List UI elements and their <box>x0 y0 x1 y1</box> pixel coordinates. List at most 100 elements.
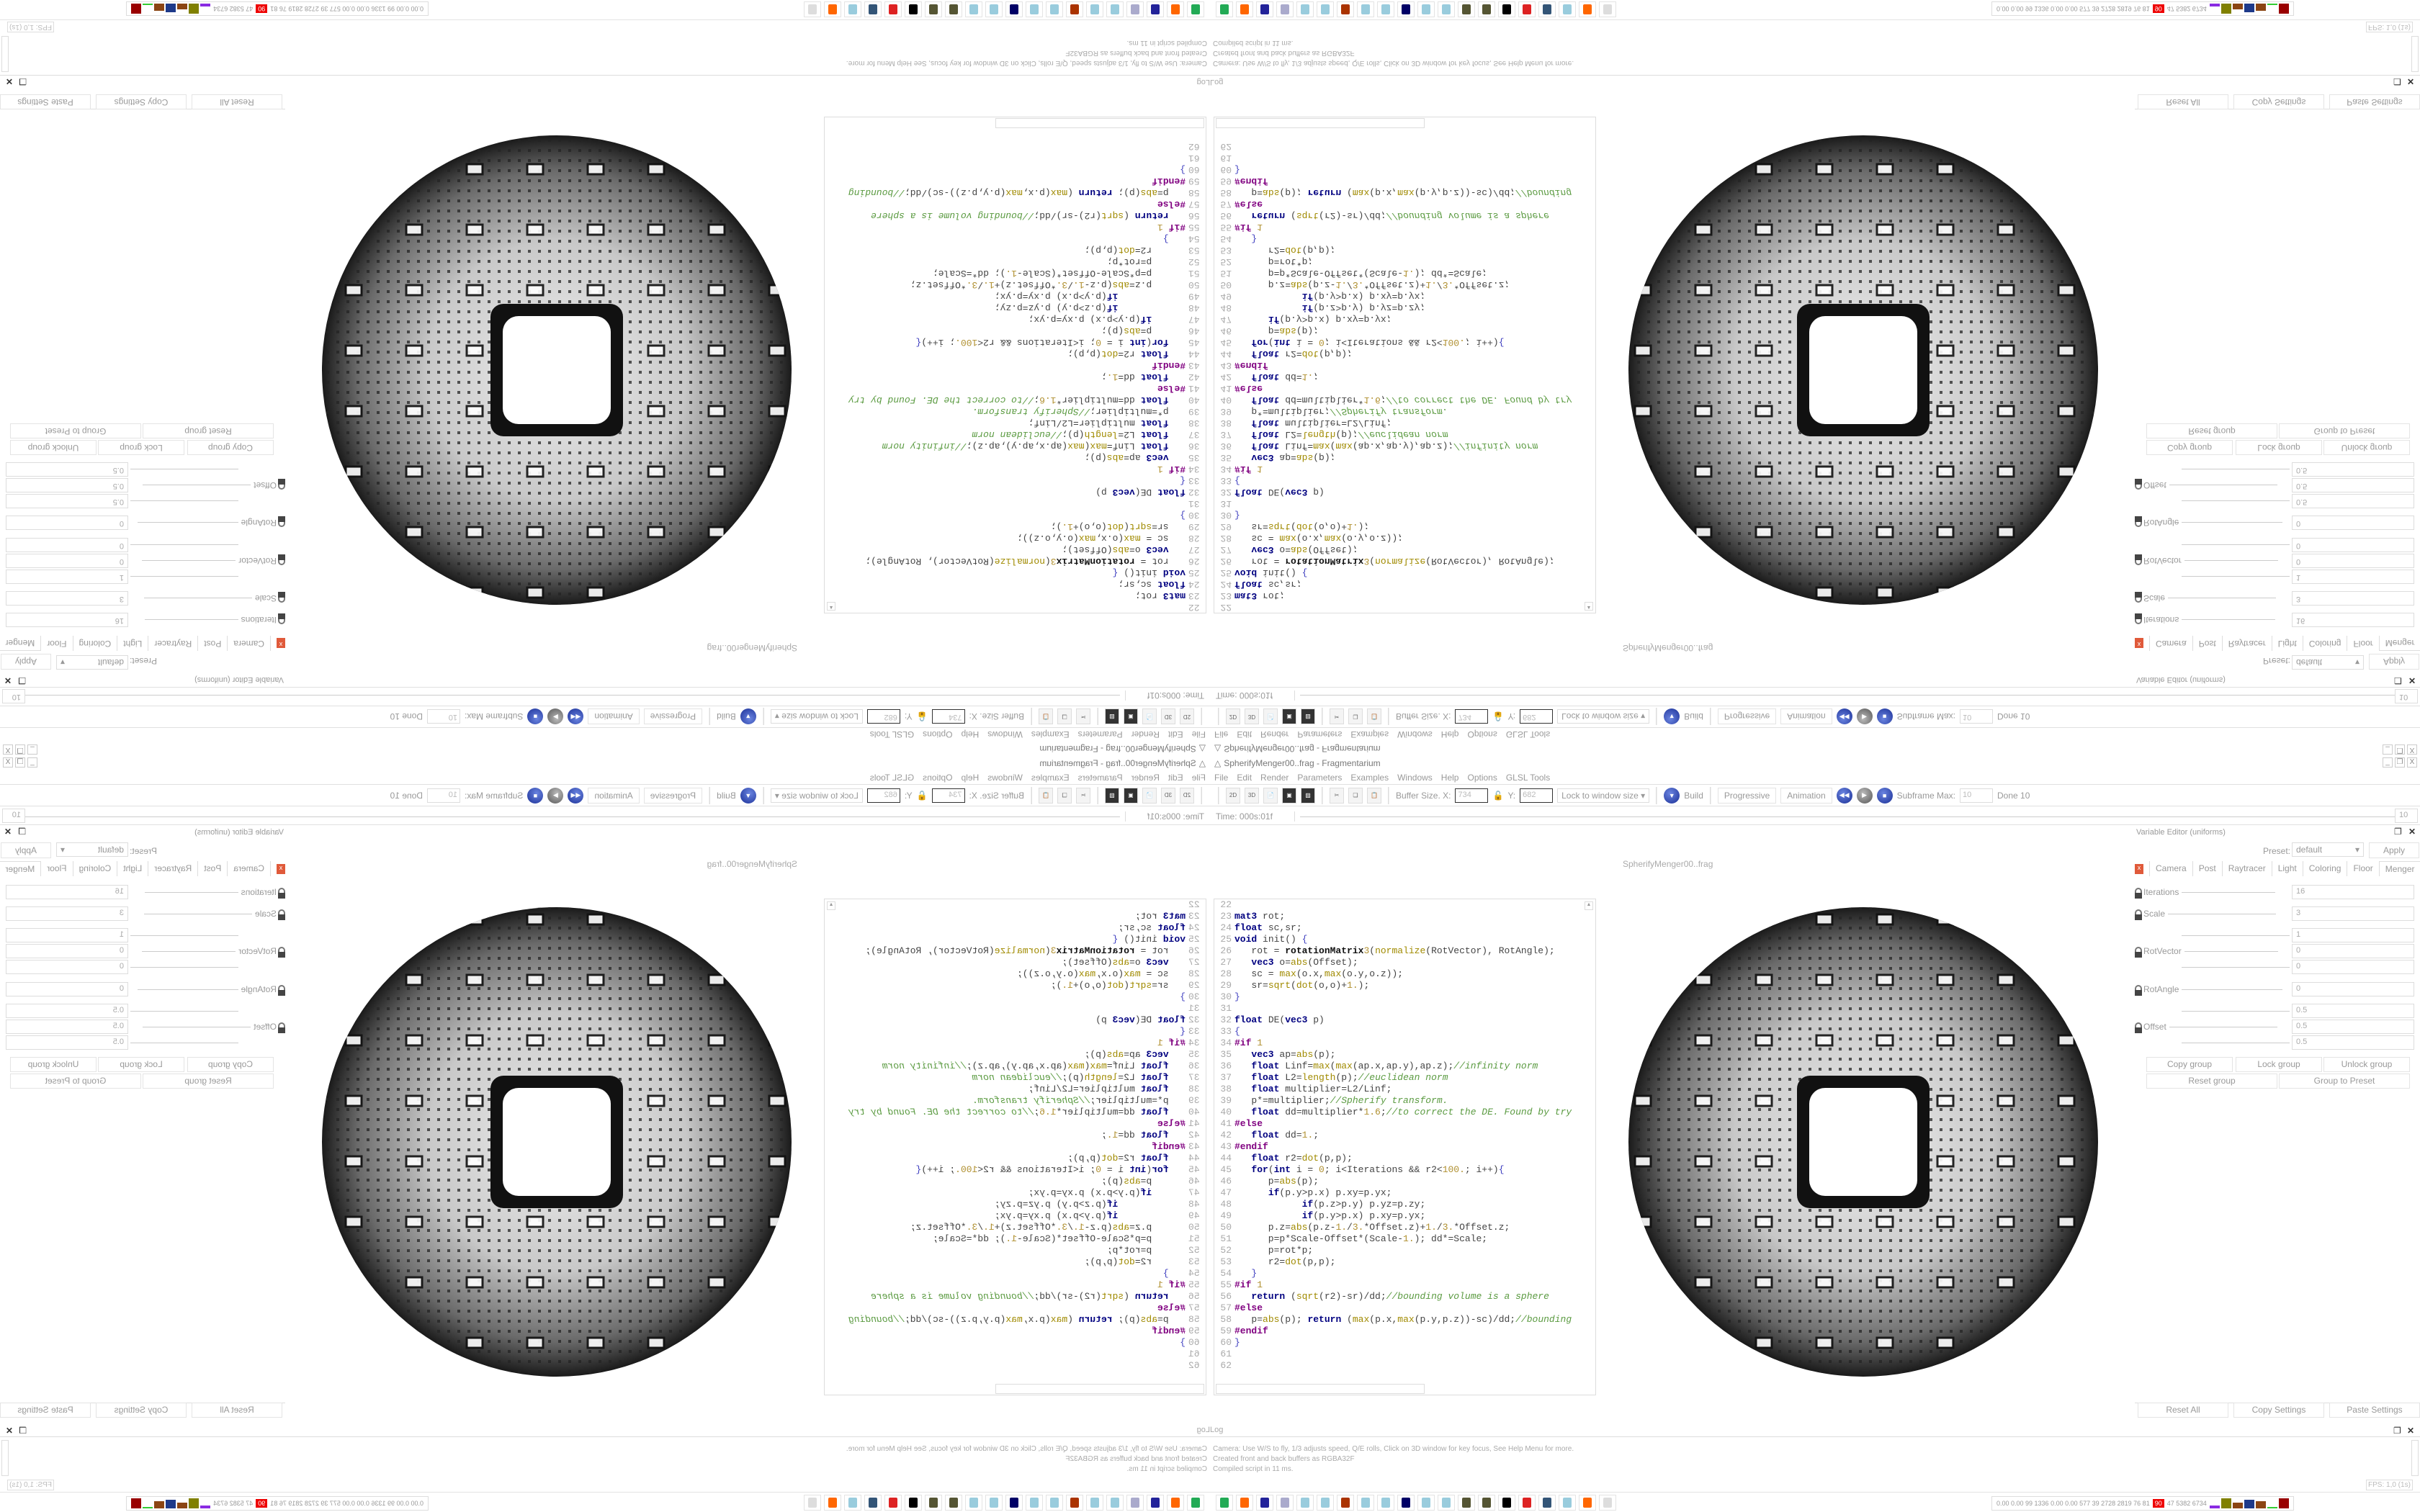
firefox-icon[interactable] <box>1579 1494 1596 1511</box>
notepad-icon[interactable] <box>1106 1494 1124 1511</box>
tab-light[interactable]: Light <box>2271 636 2303 651</box>
param-slider[interactable] <box>2182 544 2290 546</box>
lock-icon[interactable] <box>278 616 285 624</box>
code-line[interactable]: 51 p=p*Scale-Offset*(Scale-1.); dd*=Scal… <box>825 1233 1206 1245</box>
dock-float-icon[interactable]: ❐ <box>2394 827 2402 837</box>
code-line[interactable]: 62 <box>1214 140 1595 152</box>
fragmentarium-icon[interactable] <box>804 1494 821 1511</box>
code-line[interactable]: 34#if 1 <box>1214 1038 1595 1049</box>
rewind-button[interactable]: ◀◀ <box>1836 787 1852 804</box>
clear-icon[interactable]: x <box>277 638 285 648</box>
save-as-icon[interactable]: ▨ <box>1105 787 1119 804</box>
code-line[interactable]: 54 } <box>825 1268 1206 1279</box>
bw-icon[interactable] <box>905 1 922 18</box>
time-slider[interactable] <box>25 695 1120 696</box>
stop-button[interactable]: ■ <box>1876 708 1893 725</box>
dock-float-icon[interactable]: ❐ <box>18 675 26 685</box>
notepad-icon[interactable] <box>1086 1494 1103 1511</box>
horizontal-scrollbar[interactable] <box>995 1384 1204 1394</box>
close-button[interactable]: X <box>3 744 13 755</box>
code-line[interactable]: 22 <box>825 601 1206 613</box>
code-line[interactable]: 56 return (sqrt(r2)-sr)/dd;//bounding vo… <box>825 1291 1206 1302</box>
notepad-icon[interactable] <box>985 1494 1003 1511</box>
menu-parameters[interactable]: Parameters <box>1077 772 1123 783</box>
save-icon[interactable]: ▣ <box>1282 787 1296 804</box>
buffer-x-input[interactable]: 734 <box>1455 709 1489 724</box>
frame-spinbox[interactable]: 10 <box>2395 689 2418 703</box>
cut-icon[interactable]: ✂ <box>1330 787 1344 804</box>
menu-parameters[interactable]: Parameters <box>1297 729 1343 740</box>
buffer-x-input[interactable]: 734 <box>1455 788 1489 803</box>
code-line[interactable]: 41#else <box>825 382 1206 394</box>
code-line[interactable]: 43#endif <box>825 1141 1206 1153</box>
clear-icon[interactable]: x <box>2135 638 2143 648</box>
code-line[interactable]: 50 p.z=abs(p.z-1./3.*Offset.z)+1./3.*Off… <box>1214 1222 1595 1233</box>
tab-raytracer[interactable]: Raytracer <box>148 636 199 651</box>
code-line[interactable]: 33{ <box>825 1026 1206 1038</box>
copy-settings-button[interactable]: Copy Settings <box>96 1403 187 1418</box>
clear-icon[interactable]: x <box>2135 864 2143 874</box>
close-button[interactable]: X <box>3 757 13 768</box>
param-value-input[interactable]: 1 <box>2292 928 2414 942</box>
param-value-input[interactable]: 0 <box>6 516 128 530</box>
menu-examples[interactable]: Examples <box>1031 729 1070 740</box>
menu-windows[interactable]: Windows <box>987 729 1023 740</box>
param-value-input[interactable]: 1 <box>6 570 128 584</box>
build-icon[interactable]: ▼ <box>740 787 756 804</box>
code-line[interactable]: 29 sr=sqrt(dot(o,o)+1.); <box>825 980 1206 991</box>
menu-file[interactable]: File <box>1191 729 1206 740</box>
notepad-icon[interactable] <box>1106 1 1124 18</box>
reset-group-button[interactable]: Reset group <box>143 423 274 438</box>
param-value-input[interactable]: 0 <box>2292 516 2414 530</box>
menu-examples[interactable]: Examples <box>1350 772 1389 783</box>
code-line[interactable]: 25void init() { <box>825 934 1206 945</box>
code-line[interactable]: 53 r2=dot(p,p); <box>825 1256 1206 1268</box>
code-line[interactable]: 53 r2=dot(p,p); <box>825 244 1206 256</box>
dock-close-icon[interactable]: ✕ <box>4 675 12 685</box>
disk64-icon[interactable] <box>1147 1494 1164 1511</box>
code-line[interactable]: 48 if(p.z>p.y) p.yz=p.zy; <box>1214 1199 1595 1210</box>
scroll-up-button[interactable]: ▲ <box>827 602 835 611</box>
copy-group-button[interactable]: Copy group <box>2146 440 2233 455</box>
param-slider[interactable] <box>2182 619 2276 621</box>
play-button[interactable]: ▶ <box>1856 708 1873 725</box>
minimize-button[interactable]: _ <box>2383 744 2393 755</box>
code-line[interactable]: 23mat3 rot; <box>825 590 1206 601</box>
save-icon[interactable]: ▣ <box>1282 708 1296 725</box>
lock-mode-dropdown[interactable]: Lock to window size ▾ <box>770 788 863 803</box>
code-line[interactable]: 33{ <box>1214 1026 1595 1038</box>
param-value-input[interactable]: 0.5 <box>2292 494 2414 508</box>
copy-group-button[interactable]: Copy group <box>187 440 274 455</box>
lock-icon[interactable] <box>278 1022 285 1031</box>
apply-button[interactable]: Apply <box>1 842 51 858</box>
tab-post[interactable]: Post <box>2192 636 2222 651</box>
tab-camera[interactable]: Camera <box>2149 861 2192 876</box>
code-line[interactable]: 37 float L2=length(p);//euclidean norm <box>825 428 1206 440</box>
2d-button[interactable]: 2D <box>1180 708 1194 725</box>
code-line[interactable]: 47 if(p.y>p.x) p.xy=p.yx; <box>1214 313 1595 325</box>
code-line[interactable]: 53 r2=dot(p,p); <box>1214 1256 1595 1268</box>
build-button[interactable]: Build <box>1684 790 1703 801</box>
app-icon[interactable] <box>1187 1494 1204 1511</box>
menu-glsl-tools[interactable]: GLSL Tools <box>1505 772 1551 783</box>
code-line[interactable]: 52 p=rot*p; <box>825 1245 1206 1256</box>
code-line[interactable]: 28 sc = max(o.x,max(o.y,o.z)); <box>1214 968 1595 980</box>
menu-options[interactable]: Options <box>923 772 953 783</box>
param-slider[interactable] <box>2184 560 2278 562</box>
code-line[interactable]: 40 float dd=multiplier*1.6;//to correct … <box>1214 394 1595 405</box>
progressive-button[interactable]: Progressive <box>1717 787 1777 804</box>
apply-button[interactable]: Apply <box>1 654 51 670</box>
menu-windows[interactable]: Windows <box>1397 772 1433 783</box>
lock-icon[interactable] <box>2135 909 2142 920</box>
build-button[interactable]: Build <box>717 790 736 801</box>
lock-icon[interactable] <box>2135 888 2142 899</box>
save-as-icon[interactable]: ▨ <box>1301 708 1315 725</box>
paste-icon[interactable]: 📋 <box>1367 787 1381 804</box>
menu-help[interactable]: Help <box>1440 772 1459 783</box>
reset-all-button[interactable]: Reset All <box>192 1403 282 1418</box>
code-line[interactable]: 39 p*=multiplier;//Spherify transform. <box>1214 1095 1595 1107</box>
code-line[interactable]: 47 if(p.y>p.x) p.xy=p.yx; <box>1214 1187 1595 1199</box>
build-button[interactable]: Build <box>1684 711 1703 722</box>
code-line[interactable]: 32float DE(vec3 p) <box>825 486 1206 498</box>
